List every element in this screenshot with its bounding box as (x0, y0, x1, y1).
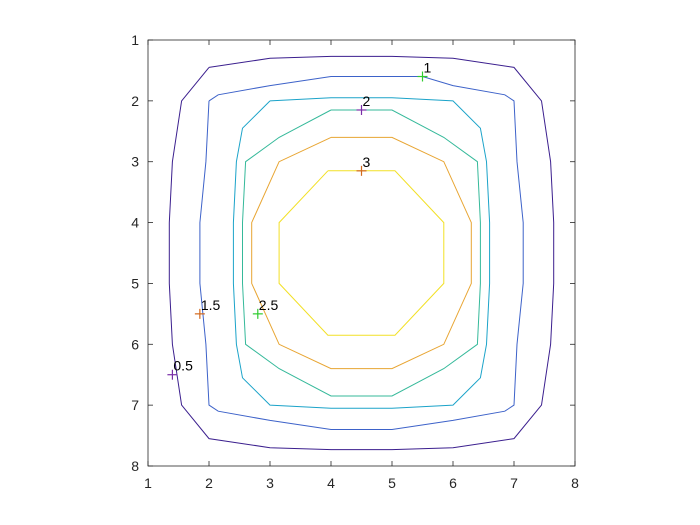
contour-line-1 (199, 76, 524, 430)
contour-line-3 (278, 170, 445, 336)
x-tick-label: 2 (205, 475, 213, 491)
x-tick-label: 8 (571, 475, 579, 491)
contour-label-2: 2 (356, 93, 371, 115)
contour-label-1-5: 1.5 (194, 297, 221, 319)
contour-label-text: 1.5 (201, 297, 221, 313)
contour-label-text: 3 (363, 154, 371, 170)
x-tick-label: 1 (144, 475, 152, 491)
contour-label-3: 3 (356, 154, 371, 176)
x-tick-label: 5 (388, 475, 396, 491)
x-tick-label: 4 (327, 475, 335, 491)
contour-label-text: 2.5 (259, 297, 279, 313)
contour-line-2-5 (251, 136, 472, 370)
y-tick-label: 4 (131, 215, 139, 231)
x-tick-label: 6 (449, 475, 457, 491)
y-tick-label: 3 (131, 154, 139, 170)
y-tick-label: 5 (131, 275, 139, 291)
contour-label-text: 1 (424, 60, 432, 76)
axes-box (147, 39, 576, 467)
contour-label-text: 2 (363, 93, 371, 109)
y-tick-label: 8 (131, 458, 139, 474)
y-tick-label: 1 (131, 32, 139, 48)
contour-labels: 1 2 3 1.5 2.5 0.5 (167, 60, 432, 380)
y-tick-label: 2 (131, 93, 139, 109)
contour-label-0-5: 0.5 (167, 358, 193, 380)
contour-line-2 (242, 109, 481, 397)
contour-lines (168, 55, 555, 451)
contour-line-0-5 (168, 55, 555, 451)
contour-label-2-5: 2.5 (252, 297, 279, 319)
contour-line-1-5 (232, 97, 491, 409)
x-tick-label: 3 (266, 475, 274, 491)
contour-label-text: 0.5 (173, 358, 193, 374)
y-tick-label: 6 (131, 336, 139, 352)
y-tick-label: 7 (131, 397, 139, 413)
contour-label-1: 1 (417, 60, 432, 82)
x-tick-label: 7 (510, 475, 518, 491)
axis-ticks (147, 39, 576, 467)
